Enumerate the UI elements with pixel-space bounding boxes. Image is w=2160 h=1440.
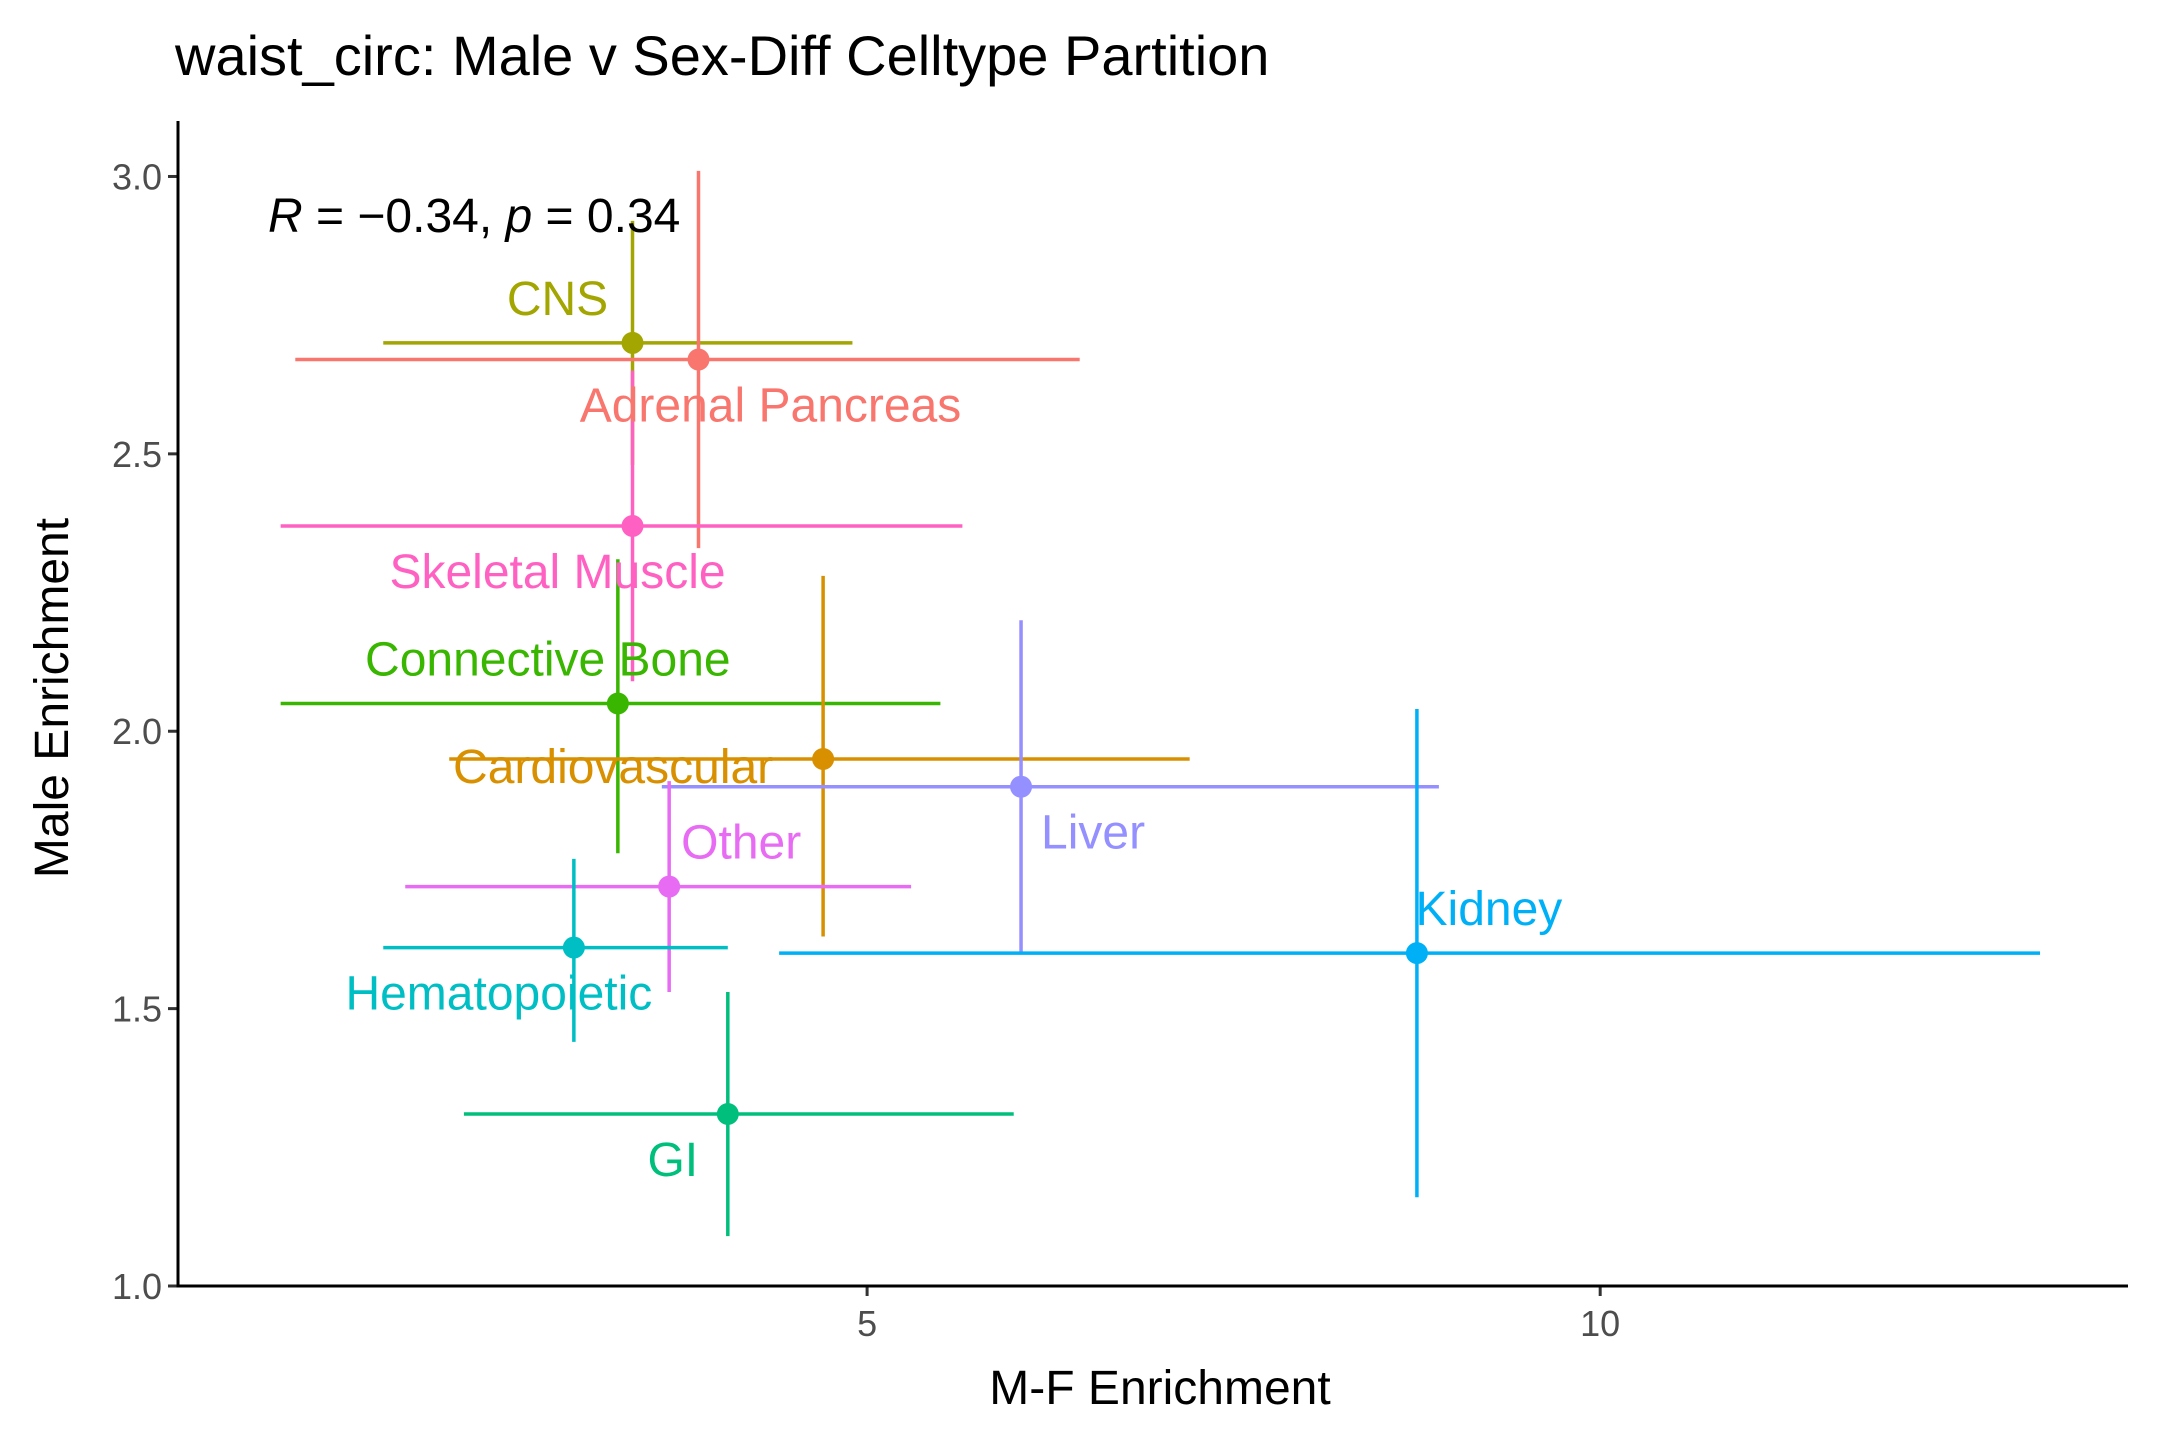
x-axis-ticks: 5 10	[857, 1286, 1620, 1344]
p-value: = 0.34	[532, 190, 680, 243]
point-other	[658, 875, 681, 898]
point-label-kidney: Kidney	[1416, 883, 1563, 936]
y-tick-label: 2.0	[112, 711, 162, 752]
point-label-connective-bone: Connective Bone	[365, 634, 731, 687]
point-skeletal-muscle	[621, 514, 644, 537]
chart-title: waist_circ: Male v Sex-Diff Celltype Par…	[174, 24, 1269, 87]
error-bars	[280, 170, 2041, 1237]
y-tick-label: 3.0	[112, 156, 162, 197]
y-axis-title: Male Enrichment	[26, 518, 79, 878]
y-tick-label: 1.5	[112, 989, 162, 1030]
r-value: = −0.34,	[303, 190, 506, 243]
point-kidney	[1405, 942, 1428, 965]
r-symbol: R	[268, 190, 303, 243]
point-connective-bone	[606, 692, 629, 715]
point-label-cardiovascular: Cardiovascular	[453, 741, 773, 794]
point-cns	[621, 331, 644, 354]
point-label-other: Other	[681, 817, 801, 870]
y-axis-ticks: 1.0 1.5 2.0 2.5 3.0	[112, 156, 178, 1307]
point-label-hematopoietic: Hematopoietic	[345, 968, 652, 1021]
point-cardiovascular	[812, 747, 835, 770]
point-label-cns: CNS	[507, 273, 608, 326]
y-tick-label: 1.0	[112, 1266, 162, 1307]
point-labels: CNS Adrenal Pancreas Skeletal Muscle Connec…	[345, 273, 1562, 1187]
point-label-skeletal-muscle: Skeletal Muscle	[389, 546, 725, 599]
point-adrenal-pancreas	[687, 348, 710, 371]
point-label-liver: Liver	[1041, 807, 1145, 860]
data-points	[562, 331, 1428, 1126]
x-tick-label: 5	[857, 1303, 877, 1344]
y-tick-label: 2.5	[112, 434, 162, 475]
point-gi	[716, 1103, 739, 1126]
point-hematopoietic	[562, 936, 585, 959]
x-axis-title: M-F Enrichment	[989, 1362, 1330, 1415]
point-label-gi: GI	[647, 1134, 698, 1187]
p-symbol: p	[504, 190, 533, 243]
point-liver	[1010, 775, 1033, 798]
point-label-adrenal-pancreas: Adrenal Pancreas	[580, 380, 962, 433]
correlation-annotation: R = −0.34, p = 0.34	[268, 190, 680, 243]
x-tick-label: 10	[1580, 1303, 1620, 1344]
